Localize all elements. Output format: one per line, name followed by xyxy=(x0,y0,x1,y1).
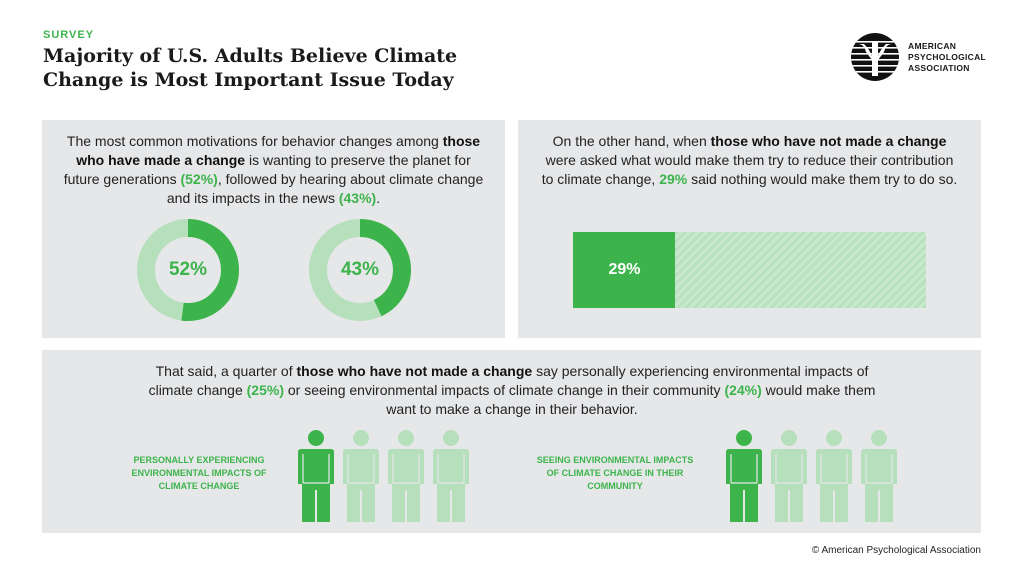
logo-text: AMERICAN PSYCHOLOGICAL ASSOCIATION xyxy=(908,40,986,73)
experience-text: That said, a quarter of those who have n… xyxy=(148,363,876,417)
no-change-panel: On the other hand, when those who have n… xyxy=(518,120,981,338)
bar-label: 29% xyxy=(608,261,641,278)
person-empty-icon xyxy=(771,430,807,527)
donut-value-slice xyxy=(137,219,239,321)
person-empty-icon xyxy=(861,430,897,527)
person-empty-icon xyxy=(388,430,424,527)
group1-label: PERSONALLY EXPERIENCING ENVIRONMENTAL IM… xyxy=(131,455,267,491)
person-empty-icon xyxy=(433,430,469,527)
donut-chart-43: 43% xyxy=(308,218,412,322)
bar-fill xyxy=(573,232,676,308)
page-title: Majority of U.S. Adults Believe Climate … xyxy=(43,45,458,91)
donut-label: 43% xyxy=(340,259,380,280)
no-change-text: On the other hand, when those who have n… xyxy=(541,133,958,187)
person-empty-icon xyxy=(816,430,852,527)
group2-label: SEEING ENVIRONMENTAL IMPACTS OF CLIMATE … xyxy=(536,455,694,491)
motivations-panel: The most common motivations for behavior… xyxy=(42,120,505,338)
person-empty-icon xyxy=(343,430,379,527)
apa-logo: AMERICAN PSYCHOLOGICAL ASSOCIATION xyxy=(850,32,988,82)
donut-chart-52: 52% xyxy=(136,218,240,322)
person-filled-icon xyxy=(298,430,334,527)
motivations-text: The most common motivations for behavior… xyxy=(63,133,484,206)
psi-logo-icon xyxy=(851,33,899,81)
progress-bar-29: 29% xyxy=(573,232,926,308)
pictogram-group-1 xyxy=(298,430,469,527)
donut-value-slice xyxy=(309,219,411,321)
eyebrow-label: SURVEY xyxy=(43,29,95,41)
donut-label: 52% xyxy=(168,259,208,280)
copyright: © American Psychological Association xyxy=(811,545,981,556)
pictogram-group-2 xyxy=(726,430,897,527)
experience-panel: That said, a quarter of those who have n… xyxy=(42,350,981,533)
person-filled-icon xyxy=(726,430,762,527)
